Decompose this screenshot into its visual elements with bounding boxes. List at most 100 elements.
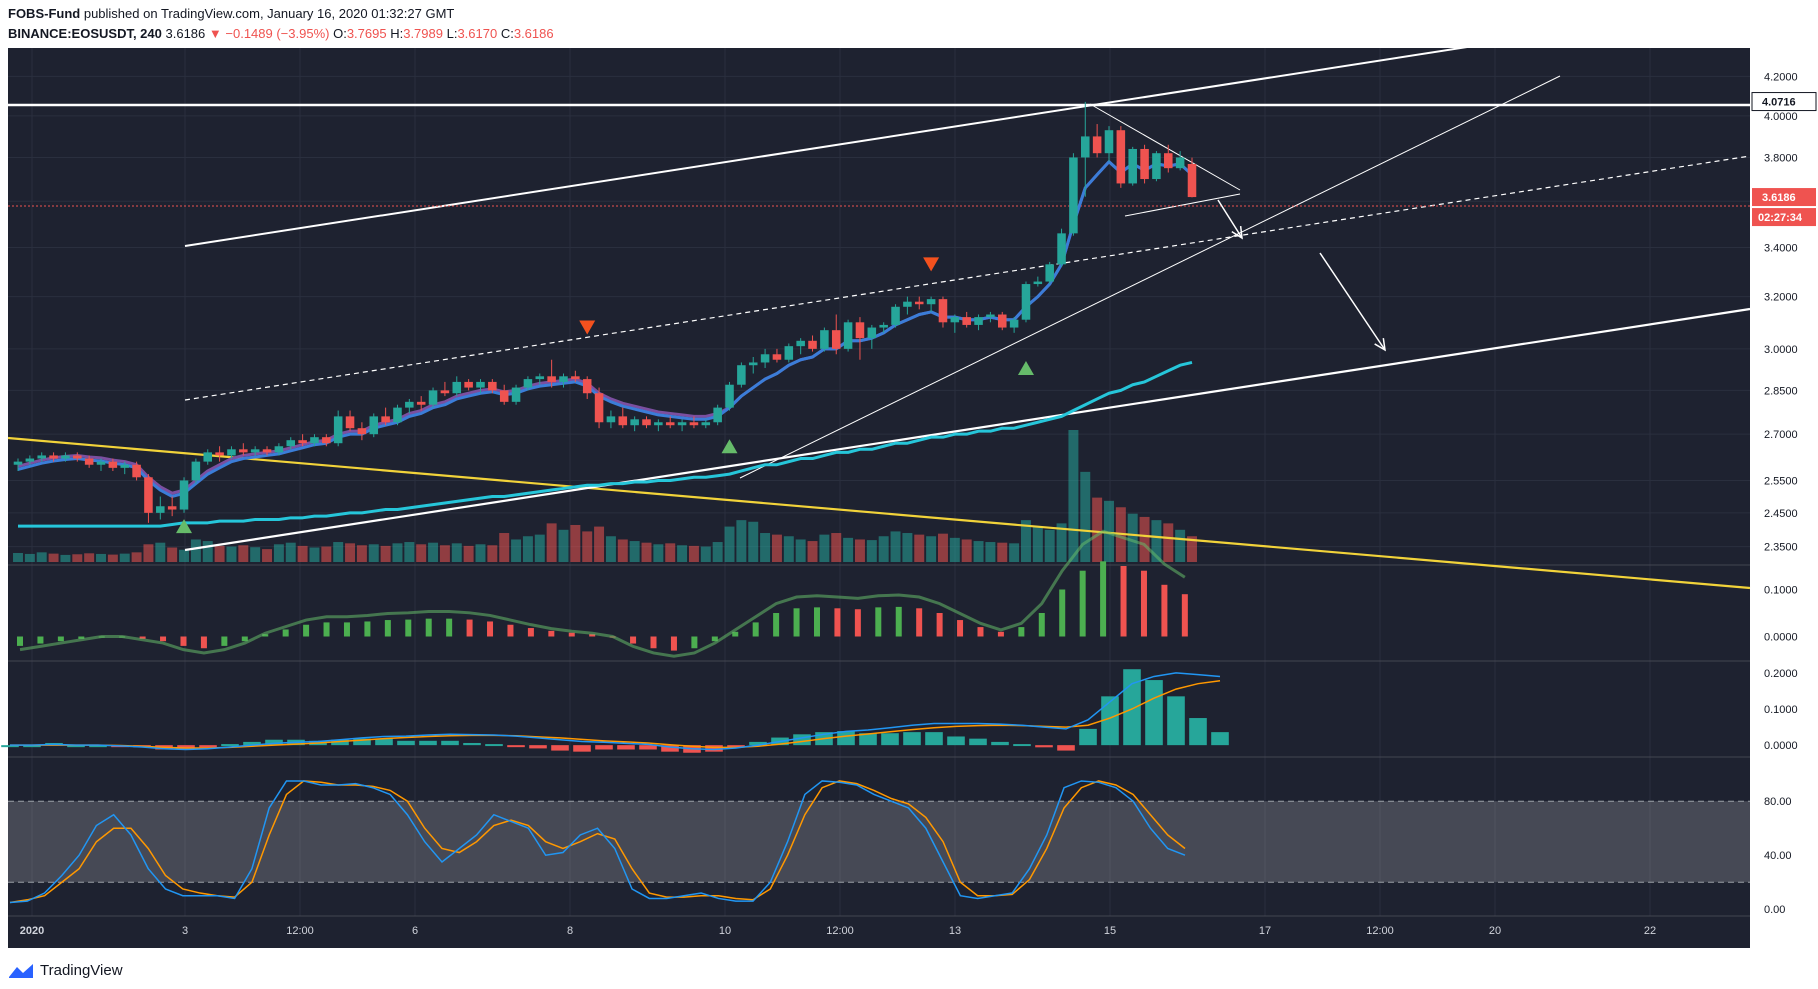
high-value: 3.7989: [403, 26, 443, 41]
time-tick-label: 20: [1489, 925, 1501, 937]
candle: [1092, 124, 1102, 158]
macd-histogram-bar: [837, 731, 855, 746]
candle: [215, 446, 224, 462]
tradingview-brand[interactable]: TradingView: [8, 962, 123, 979]
symbol-label[interactable]: BINANCE:EOSUSDT, 240: [8, 26, 162, 41]
volume-bar: [1056, 523, 1067, 562]
candle: [440, 381, 450, 397]
volume-bar: [1080, 471, 1091, 562]
publisher-name[interactable]: FOBS-Fund: [8, 6, 81, 21]
macd-histogram-bar: [749, 741, 767, 746]
time-tick-label: 17: [1259, 925, 1271, 937]
candle: [1187, 157, 1197, 198]
macd-histogram-bar: [881, 733, 899, 746]
price-chart[interactable]: 4.20004.00003.80003.60003.40003.20003.00…: [0, 48, 1818, 952]
macd-histogram-bar: [727, 745, 745, 748]
ao-histogram-bar: [997, 631, 1004, 637]
candle: [1045, 261, 1054, 285]
candle: [903, 296, 912, 315]
ao-histogram-bar: [323, 622, 330, 637]
volume-bar: [416, 544, 427, 562]
candle: [677, 419, 687, 432]
ao-histogram-bar: [875, 607, 882, 637]
countdown-box: [1752, 208, 1816, 227]
candle: [464, 379, 473, 391]
ao-histogram-bar: [711, 636, 718, 642]
volume-bar: [985, 542, 996, 562]
candle: [618, 407, 628, 429]
volume-bar: [167, 547, 178, 562]
candle: [938, 296, 948, 328]
ao-histogram-bar: [1100, 561, 1107, 637]
candle: [689, 416, 699, 429]
candle: [1175, 151, 1185, 171]
candle: [393, 404, 402, 426]
volume-bar: [214, 545, 225, 562]
macd-histogram-bar: [1189, 718, 1207, 746]
volume-bar: [712, 542, 723, 562]
volume-bar: [902, 533, 913, 562]
ao-cloud-line: [19, 529, 1186, 658]
ao-histogram-bar: [1079, 570, 1086, 637]
volume-bar: [736, 520, 747, 562]
ao-histogram-bar: [200, 636, 207, 649]
candle: [120, 461, 129, 475]
volume-bar: [463, 545, 474, 562]
candle: [784, 343, 794, 363]
candle: [523, 376, 533, 391]
candle: [1057, 228, 1066, 267]
indicator-tick-label: 80.00: [1764, 796, 1792, 808]
candle: [725, 381, 734, 411]
ao-histogram-bar: [384, 620, 391, 637]
buy-signal-triangle: [721, 439, 738, 454]
candle: [974, 314, 983, 331]
candle: [867, 324, 877, 349]
candle: [654, 419, 663, 432]
volume-bar: [285, 542, 296, 562]
candle: [713, 404, 722, 426]
candle: [488, 379, 497, 394]
ao-histogram-bar: [834, 608, 841, 637]
macd-histogram-bar: [1211, 732, 1229, 746]
ao-histogram-bar: [1059, 589, 1066, 637]
tradingview-logo-icon: [9, 963, 33, 978]
ao-histogram-bar: [936, 613, 943, 637]
volume-bar: [72, 554, 83, 562]
candle: [13, 458, 23, 471]
macd-histogram-bar: [243, 741, 261, 746]
volume-bar: [226, 546, 237, 562]
time-axis-background: [8, 918, 1750, 944]
chart-header: FOBS-Fund published on TradingView.com, …: [0, 0, 1818, 48]
candle: [73, 452, 82, 462]
volume-bar: [677, 545, 688, 562]
candle: [796, 338, 805, 355]
ao-histogram-bar: [466, 619, 473, 637]
stoch-band: [8, 801, 1750, 883]
volume-bar: [854, 539, 865, 562]
candle: [333, 410, 343, 447]
ao-histogram-bar: [854, 609, 861, 637]
ao-histogram-bar: [670, 636, 677, 651]
ao-histogram-bar: [773, 613, 780, 637]
price-tick-label: 3.8000: [1764, 152, 1798, 164]
macd-histogram-bar: [1, 745, 19, 748]
volume-bar: [629, 541, 640, 562]
upper-channel-line: [184, 48, 1468, 247]
indicator-tick-label: 0.0000: [1764, 632, 1798, 644]
candle: [286, 437, 296, 450]
yellow-trendline: [7, 436, 1751, 590]
close-label: C:: [500, 26, 514, 41]
candle: [310, 434, 319, 447]
candle: [997, 311, 1007, 331]
volume-bar: [143, 544, 154, 562]
candle: [345, 410, 355, 432]
candle: [582, 376, 592, 399]
macd-histogram-bar: [23, 745, 41, 748]
candle: [606, 410, 616, 429]
candle: [1164, 144, 1173, 173]
rising-support-line: [739, 75, 1561, 479]
volume-bar: [890, 531, 901, 562]
volume-bar: [84, 553, 95, 562]
candle: [239, 443, 248, 456]
ao-histogram-bar: [957, 620, 964, 637]
